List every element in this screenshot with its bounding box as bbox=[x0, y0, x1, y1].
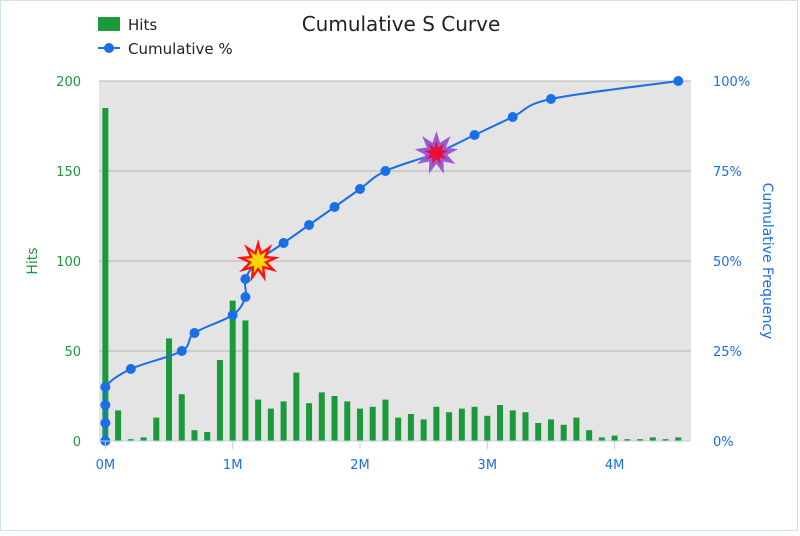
hits-bar bbox=[369, 406, 376, 441]
hits-bar bbox=[446, 412, 453, 441]
y-left-tick-label: 100 bbox=[56, 255, 81, 270]
hits-bar bbox=[356, 408, 363, 441]
hits-bar bbox=[624, 439, 631, 441]
starburst-inner bbox=[424, 141, 449, 165]
cumulative-point[interactable] bbox=[304, 220, 315, 230]
hits-bar bbox=[204, 432, 211, 441]
legend-cumulative-label: Cumulative % bbox=[128, 40, 233, 58]
cumulative-point[interactable] bbox=[380, 166, 391, 176]
cumulative-point[interactable] bbox=[100, 400, 111, 410]
y-left-tick-label: 50 bbox=[64, 345, 81, 360]
x-tick-label: 1M bbox=[223, 458, 243, 473]
hits-bar bbox=[611, 435, 618, 441]
hits-bar bbox=[318, 392, 325, 441]
starburst-marker[interactable] bbox=[236, 239, 280, 282]
y-left-tick-label: 0 bbox=[73, 435, 81, 450]
x-tick-label: 0M bbox=[96, 458, 116, 473]
hits-bar bbox=[471, 406, 478, 441]
y-right-tick-label: 100% bbox=[713, 75, 750, 90]
hits-bar bbox=[127, 439, 134, 441]
hits-bar bbox=[586, 430, 593, 441]
hits-bar bbox=[560, 424, 567, 441]
cumulative-point[interactable] bbox=[240, 292, 251, 302]
hits-bar bbox=[280, 401, 287, 441]
hits-bar bbox=[229, 300, 236, 441]
hits-bar bbox=[331, 396, 338, 441]
hits-bar bbox=[153, 417, 160, 441]
y-left-axis-title: Hits bbox=[25, 247, 41, 274]
cumulative-point[interactable] bbox=[673, 76, 684, 86]
chart-title: Cumulative S Curve bbox=[302, 12, 501, 36]
hits-bar bbox=[191, 430, 198, 441]
hits-bar bbox=[166, 338, 173, 441]
legend-hits-swatch bbox=[98, 17, 120, 31]
hits-bar bbox=[407, 414, 414, 441]
hits-bar bbox=[547, 419, 554, 441]
cumulative-point[interactable] bbox=[354, 184, 365, 194]
hits-bar bbox=[573, 417, 580, 441]
hits-bar bbox=[306, 403, 313, 441]
hits-bar bbox=[509, 410, 516, 441]
hits-bar bbox=[395, 417, 402, 441]
hits-bar bbox=[662, 439, 669, 441]
cumulative-point[interactable] bbox=[125, 364, 136, 374]
hits-bar bbox=[242, 320, 249, 441]
cumulative-point[interactable] bbox=[469, 130, 480, 140]
hits-bar bbox=[293, 372, 300, 441]
hits-bar bbox=[535, 423, 542, 441]
cumulative-point[interactable] bbox=[176, 346, 187, 356]
hits-bar bbox=[484, 415, 491, 441]
y-left-tick-label: 200 bbox=[56, 75, 81, 90]
hits-bar bbox=[255, 399, 262, 441]
x-tick-label: 4M bbox=[605, 458, 625, 473]
hits-bar bbox=[522, 412, 529, 441]
hits-bar bbox=[649, 437, 656, 441]
hits-bar bbox=[433, 406, 440, 441]
hits-bar bbox=[102, 108, 109, 441]
hits-bar bbox=[344, 401, 351, 441]
cumulative-point[interactable] bbox=[329, 202, 340, 212]
x-tick-label: 3M bbox=[478, 458, 498, 473]
hits-bar bbox=[637, 439, 644, 441]
cumulative-point[interactable] bbox=[189, 328, 200, 338]
hits-bar bbox=[382, 399, 389, 441]
legend-hits-label: Hits bbox=[128, 16, 157, 34]
hits-bar bbox=[598, 437, 605, 441]
x-tick-label: 2M bbox=[350, 458, 370, 473]
hits-bar bbox=[178, 394, 185, 441]
starburst-inner bbox=[245, 248, 271, 274]
cumulative-point[interactable] bbox=[100, 382, 111, 392]
cumulative-point[interactable] bbox=[545, 94, 556, 104]
y-right-tick-label: 50% bbox=[713, 255, 742, 270]
legend-cumulative-dot bbox=[104, 43, 114, 53]
cumulative-point[interactable] bbox=[100, 418, 111, 428]
y-right-axis-title: Cumulative Frequency bbox=[759, 183, 775, 340]
cumulative-point[interactable] bbox=[278, 238, 289, 248]
y-right-tick-label: 25% bbox=[713, 345, 742, 360]
hits-bar bbox=[140, 437, 147, 441]
cumulative-point[interactable] bbox=[227, 310, 238, 320]
y-right-tick-label: 75% bbox=[713, 165, 742, 180]
hits-bar bbox=[497, 405, 504, 441]
y-left-tick-label: 150 bbox=[56, 165, 81, 180]
hits-bar bbox=[420, 419, 427, 441]
cumulative-point[interactable] bbox=[507, 112, 518, 122]
cumulative-point[interactable] bbox=[240, 274, 251, 284]
y-right-tick-label: 0% bbox=[713, 435, 734, 450]
hits-bar bbox=[115, 410, 122, 441]
starburst-marker[interactable] bbox=[414, 131, 458, 174]
hits-bar bbox=[675, 437, 682, 441]
hits-bar bbox=[216, 360, 223, 441]
hits-bar bbox=[458, 408, 465, 441]
hits-bar bbox=[267, 408, 274, 441]
